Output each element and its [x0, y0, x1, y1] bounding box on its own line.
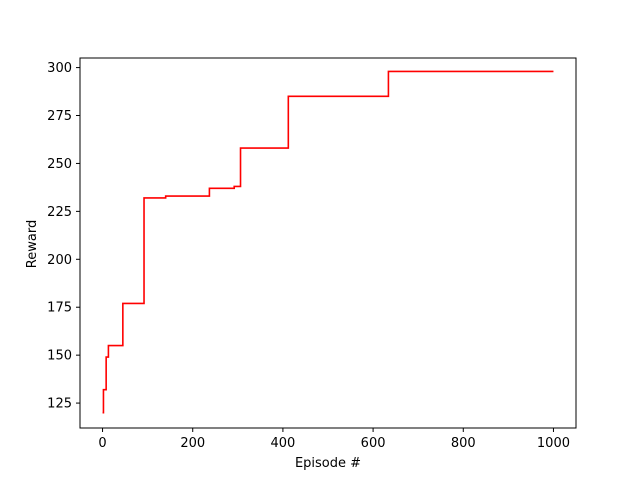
- y-tick-label: 200: [47, 253, 72, 268]
- y-tick-label: 275: [47, 109, 72, 124]
- x-tick-label: 400: [270, 436, 295, 451]
- axes-frame: [79, 57, 577, 429]
- y-tick-label: 125: [47, 397, 72, 412]
- x-axis-title: Episode #: [295, 456, 361, 471]
- x-tick-label: 200: [180, 436, 205, 451]
- y-tick-label: 250: [47, 157, 72, 172]
- y-tick-label: 175: [47, 301, 72, 316]
- y-tick-label: 225: [47, 205, 72, 220]
- y-axis-title: Reward: [25, 220, 40, 268]
- x-tick-label: 800: [451, 436, 476, 451]
- plot-area: [102, 70, 554, 414]
- axes: 0 200 400 600 800 1000 125 150 175 200 225 250 275 30…: [47, 57, 577, 451]
- x-tick-label: 1000: [537, 436, 570, 451]
- y-tick-label: 300: [47, 61, 72, 76]
- x-tick-label: 600: [361, 436, 386, 451]
- x-tick-label: 0: [98, 436, 106, 451]
- y-tick-label: 150: [47, 349, 72, 364]
- series-line-0: [102, 70, 554, 414]
